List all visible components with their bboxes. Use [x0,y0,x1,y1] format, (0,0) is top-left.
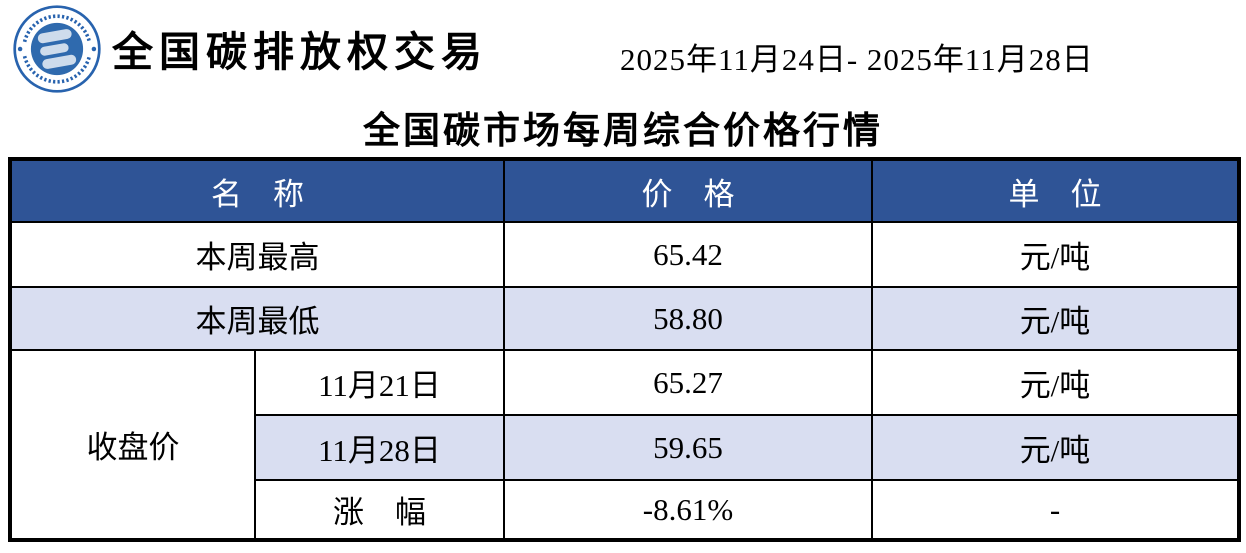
closing-price-label: 收盘价 [9,349,256,541]
cell-unit: 元/吨 [871,414,1240,481]
cell-name: 11月28日 [254,414,505,481]
table-row-close-1128: 11月28日 59.65 元/吨 [10,414,1240,481]
cell-unit: 元/吨 [871,349,1240,416]
report-date-range: 2025年11月24日- 2025年11月28日 [620,42,1094,77]
col-header-price: 价 格 [503,158,873,223]
cell-price: 58.80 [503,286,873,351]
cell-name: 涨 幅 [254,479,505,541]
cell-price: 65.27 [503,349,873,416]
col-header-name: 名 称 [9,158,505,223]
table-row-week-low: 本周最低 58.80 元/吨 [9,286,1240,351]
cell-name: 本周最高 [9,221,505,288]
col-header-unit: 单 位 [871,158,1240,223]
cell-unit: - [871,479,1240,541]
table-row-close-1121: 收盘价 11月21日 65.27 元/吨 [9,349,1240,541]
cell-price: 65.42 [503,221,873,288]
weekly-price-table: 名 称 价 格 单 位 本周最高 65.42 元/吨 本周最低 58.80 元/… [8,157,1241,542]
table-row-change-pct: 涨 幅 -8.61% - [10,479,1240,541]
cell-price: 59.65 [503,414,873,481]
page-title: 全国碳市场每周综合价格行情 [363,111,883,152]
cell-unit: 元/吨 [871,286,1240,351]
cell-unit: 元/吨 [871,221,1240,288]
cell-name: 本周最低 [9,286,505,351]
cell-price: -8.61% [503,479,873,541]
table-row-week-high: 本周最高 65.42 元/吨 [9,221,1240,288]
brand-title: 全国碳排放权交易 [112,28,488,76]
cell-name: 11月21日 [254,349,505,416]
table-header-row: 名 称 价 格 单 位 [9,158,1240,223]
exchange-logo-icon [13,5,101,93]
